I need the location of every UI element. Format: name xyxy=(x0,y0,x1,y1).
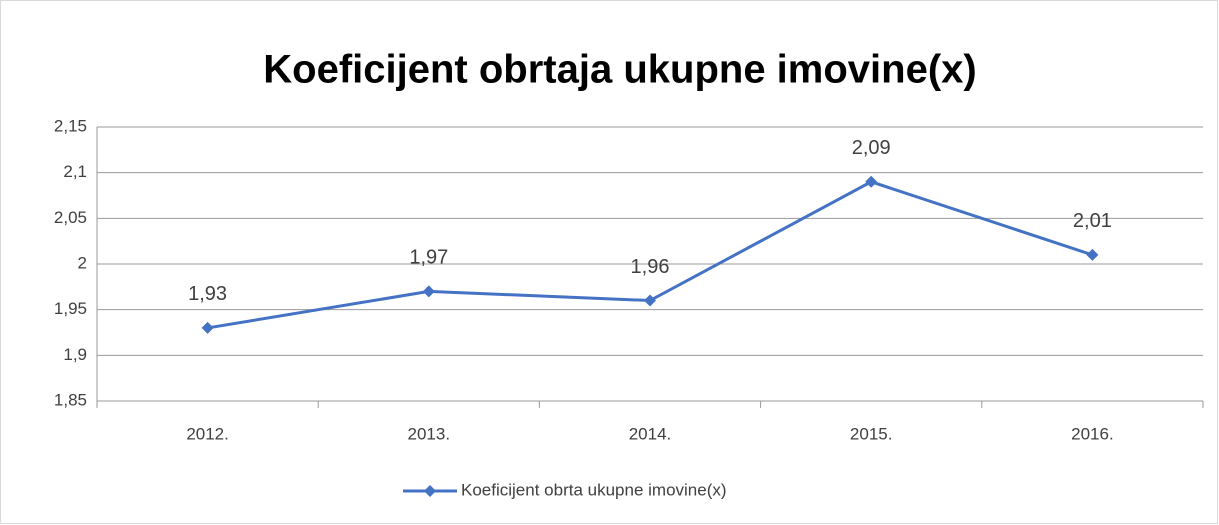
x-tick-label: 2014. xyxy=(629,424,672,443)
y-tick-label: 2,05 xyxy=(54,208,87,227)
data-label: 1,96 xyxy=(631,256,670,278)
data-label: 1,93 xyxy=(188,283,227,305)
legend-label: Koeficijent obrta ukupne imovine(x) xyxy=(461,480,727,499)
data-point xyxy=(201,321,214,334)
y-tick-label: 1,9 xyxy=(63,345,87,364)
data-point xyxy=(1086,248,1099,261)
data-label: 2,09 xyxy=(852,137,891,159)
chart-title: Koeficijent obrtaja ukupne imovine(x) xyxy=(263,48,976,92)
data-point xyxy=(865,175,878,188)
x-tick-label: 2015. xyxy=(850,424,893,443)
x-tick-label: 2012. xyxy=(186,424,229,443)
data-point xyxy=(422,285,435,298)
y-tick-label: 1,85 xyxy=(54,390,87,409)
data-label: 1,97 xyxy=(409,247,448,269)
legend-marker xyxy=(424,485,436,497)
y-tick-label: 2,15 xyxy=(54,116,87,135)
y-tick-label: 2 xyxy=(78,253,87,272)
y-tick-label: 1,95 xyxy=(54,299,87,318)
data-point xyxy=(644,294,656,307)
y-tick-label: 2,1 xyxy=(63,162,87,181)
data-label: 2,01 xyxy=(1073,210,1112,232)
x-tick-label: 2016. xyxy=(1071,424,1114,443)
x-tick-label: 2013. xyxy=(408,424,451,443)
